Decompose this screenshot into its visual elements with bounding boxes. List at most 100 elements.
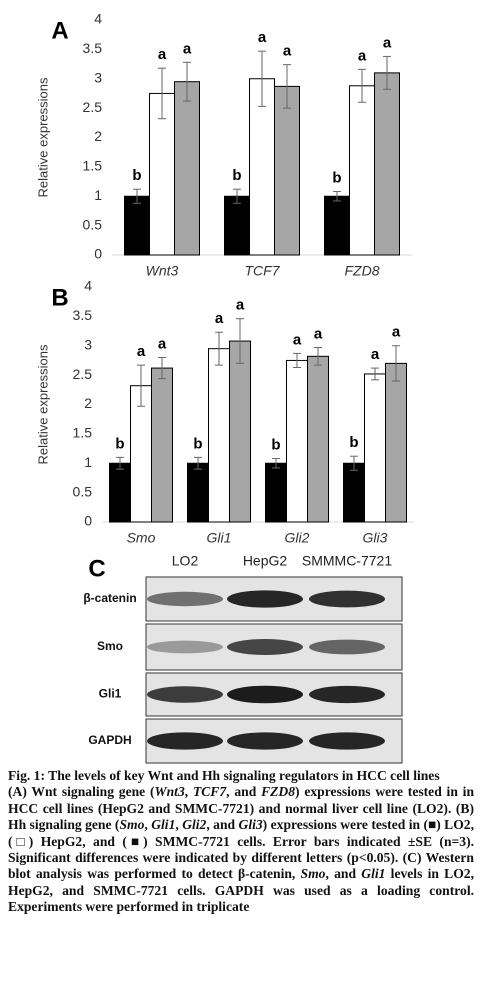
error-bar bbox=[116, 456, 124, 470]
bar bbox=[385, 362, 407, 523]
error-bar bbox=[194, 456, 202, 470]
caption-text: Gli2 bbox=[182, 817, 207, 833]
caption-text: ) expressions were tested in (■) LO2, (□… bbox=[8, 817, 474, 882]
significance-label: a bbox=[183, 40, 192, 57]
bar bbox=[274, 85, 300, 256]
error-bar bbox=[137, 364, 145, 407]
y-tick-label: 1.5 bbox=[83, 158, 103, 174]
error-bar bbox=[236, 318, 244, 364]
blot-band bbox=[227, 732, 303, 750]
significance-label: a bbox=[215, 310, 224, 327]
caption-title: Fig. 1: The levels of key Wnt and Hh sig… bbox=[8, 768, 440, 783]
bar bbox=[249, 78, 275, 256]
bar bbox=[286, 359, 308, 523]
y-tick-label: 0 bbox=[94, 246, 102, 262]
error-bar bbox=[133, 188, 141, 204]
x-tick-label: Gli1 bbox=[207, 530, 232, 546]
significance-label: b bbox=[271, 437, 280, 454]
figure: A Relative expressions 0 0.5 1 1.5 2 2.5 3 3.5 4 Wn… bbox=[35, 11, 414, 764]
significance-label: a bbox=[392, 324, 401, 341]
blot-band bbox=[147, 732, 223, 750]
blot-band bbox=[147, 640, 223, 654]
y-tick-label: 4 bbox=[94, 11, 102, 27]
blot-band bbox=[227, 590, 303, 608]
caption-text: , and bbox=[325, 866, 362, 882]
panel-label: C bbox=[88, 555, 105, 582]
significance-label: a bbox=[293, 331, 302, 348]
bar bbox=[187, 462, 209, 523]
x-tick-label: Wnt3 bbox=[146, 263, 179, 279]
caption-text: TCF7 bbox=[192, 784, 227, 800]
row-label: Smo bbox=[97, 639, 123, 653]
bar bbox=[208, 348, 230, 523]
error-bar bbox=[358, 68, 366, 103]
bar bbox=[124, 195, 150, 256]
error-bar bbox=[272, 458, 280, 469]
y-tick-label: 3.5 bbox=[83, 40, 103, 56]
y-tick-label: 2 bbox=[84, 395, 92, 411]
y-tick-label: 4 bbox=[84, 278, 92, 294]
bar bbox=[109, 462, 131, 523]
error-bar bbox=[183, 61, 191, 102]
y-tick-label: 1.5 bbox=[73, 425, 93, 441]
lane-label: LO2 bbox=[172, 553, 199, 569]
x-tick-label: Gli3 bbox=[363, 530, 388, 546]
error-bar bbox=[215, 331, 223, 366]
significance-label: a bbox=[383, 34, 392, 51]
bar bbox=[224, 195, 250, 256]
error-bar bbox=[314, 347, 322, 366]
error-bar bbox=[392, 345, 400, 382]
y-tick-label: 3 bbox=[94, 69, 102, 85]
error-bar bbox=[233, 188, 241, 204]
caption-text: Gli3 bbox=[238, 817, 263, 833]
bar bbox=[307, 355, 329, 523]
y-tick-label: 0.5 bbox=[83, 216, 103, 232]
significance-label: a bbox=[158, 335, 167, 352]
significance-label: a bbox=[358, 47, 367, 64]
blot-band bbox=[309, 590, 385, 608]
bar bbox=[324, 195, 350, 256]
row-label: β-catenin bbox=[83, 591, 136, 605]
caption-text: Smo bbox=[119, 817, 145, 833]
y-tick-label: 3.5 bbox=[73, 307, 93, 323]
caption-text: (A) Wnt signaling gene ( bbox=[8, 784, 155, 800]
x-tick-label: FZD8 bbox=[345, 263, 380, 279]
caption-text: ) expressions were tested in in HCC cell… bbox=[8, 784, 475, 833]
x-tick-label: TCF7 bbox=[245, 263, 281, 279]
panel-label: B bbox=[51, 284, 68, 311]
row-label: GAPDH bbox=[88, 733, 131, 747]
significance-label: b bbox=[232, 167, 241, 184]
lane-label: HepG2 bbox=[243, 553, 288, 569]
bar bbox=[364, 373, 386, 523]
caption-text: Wnt3 bbox=[154, 784, 185, 800]
caption-text: Gli1 bbox=[361, 866, 386, 882]
caption-text: , and bbox=[226, 784, 262, 800]
caption-text: , bbox=[144, 817, 152, 833]
blot-band bbox=[227, 639, 303, 655]
panel-label: A bbox=[51, 17, 68, 44]
significance-label: b bbox=[115, 435, 124, 452]
bar bbox=[174, 81, 200, 256]
blot-band bbox=[309, 685, 385, 704]
bar bbox=[265, 462, 287, 523]
error-bar bbox=[258, 50, 266, 107]
blot-band bbox=[227, 685, 303, 704]
error-bar bbox=[350, 455, 358, 471]
y-tick-label: 1 bbox=[94, 187, 102, 203]
bar bbox=[374, 72, 400, 256]
y-tick-label: 2.5 bbox=[73, 366, 93, 382]
y-tick-label: 3 bbox=[84, 336, 92, 352]
caption-body: (A) Wnt signaling gene (Wnt3, TCF7, and … bbox=[8, 784, 474, 915]
y-tick-label: 2.5 bbox=[83, 99, 103, 115]
bar bbox=[151, 367, 173, 523]
caption-text: , and bbox=[206, 817, 239, 833]
error-bar bbox=[333, 191, 341, 202]
bar bbox=[349, 85, 375, 256]
x-tick-label: Gli2 bbox=[285, 530, 310, 546]
y-axis-label: Relative expressions bbox=[35, 77, 50, 197]
y-tick-label: 0.5 bbox=[73, 483, 93, 499]
significance-label: a bbox=[137, 343, 146, 360]
bar bbox=[149, 92, 175, 256]
caption-text: , bbox=[175, 817, 183, 833]
significance-label: b bbox=[349, 434, 358, 451]
